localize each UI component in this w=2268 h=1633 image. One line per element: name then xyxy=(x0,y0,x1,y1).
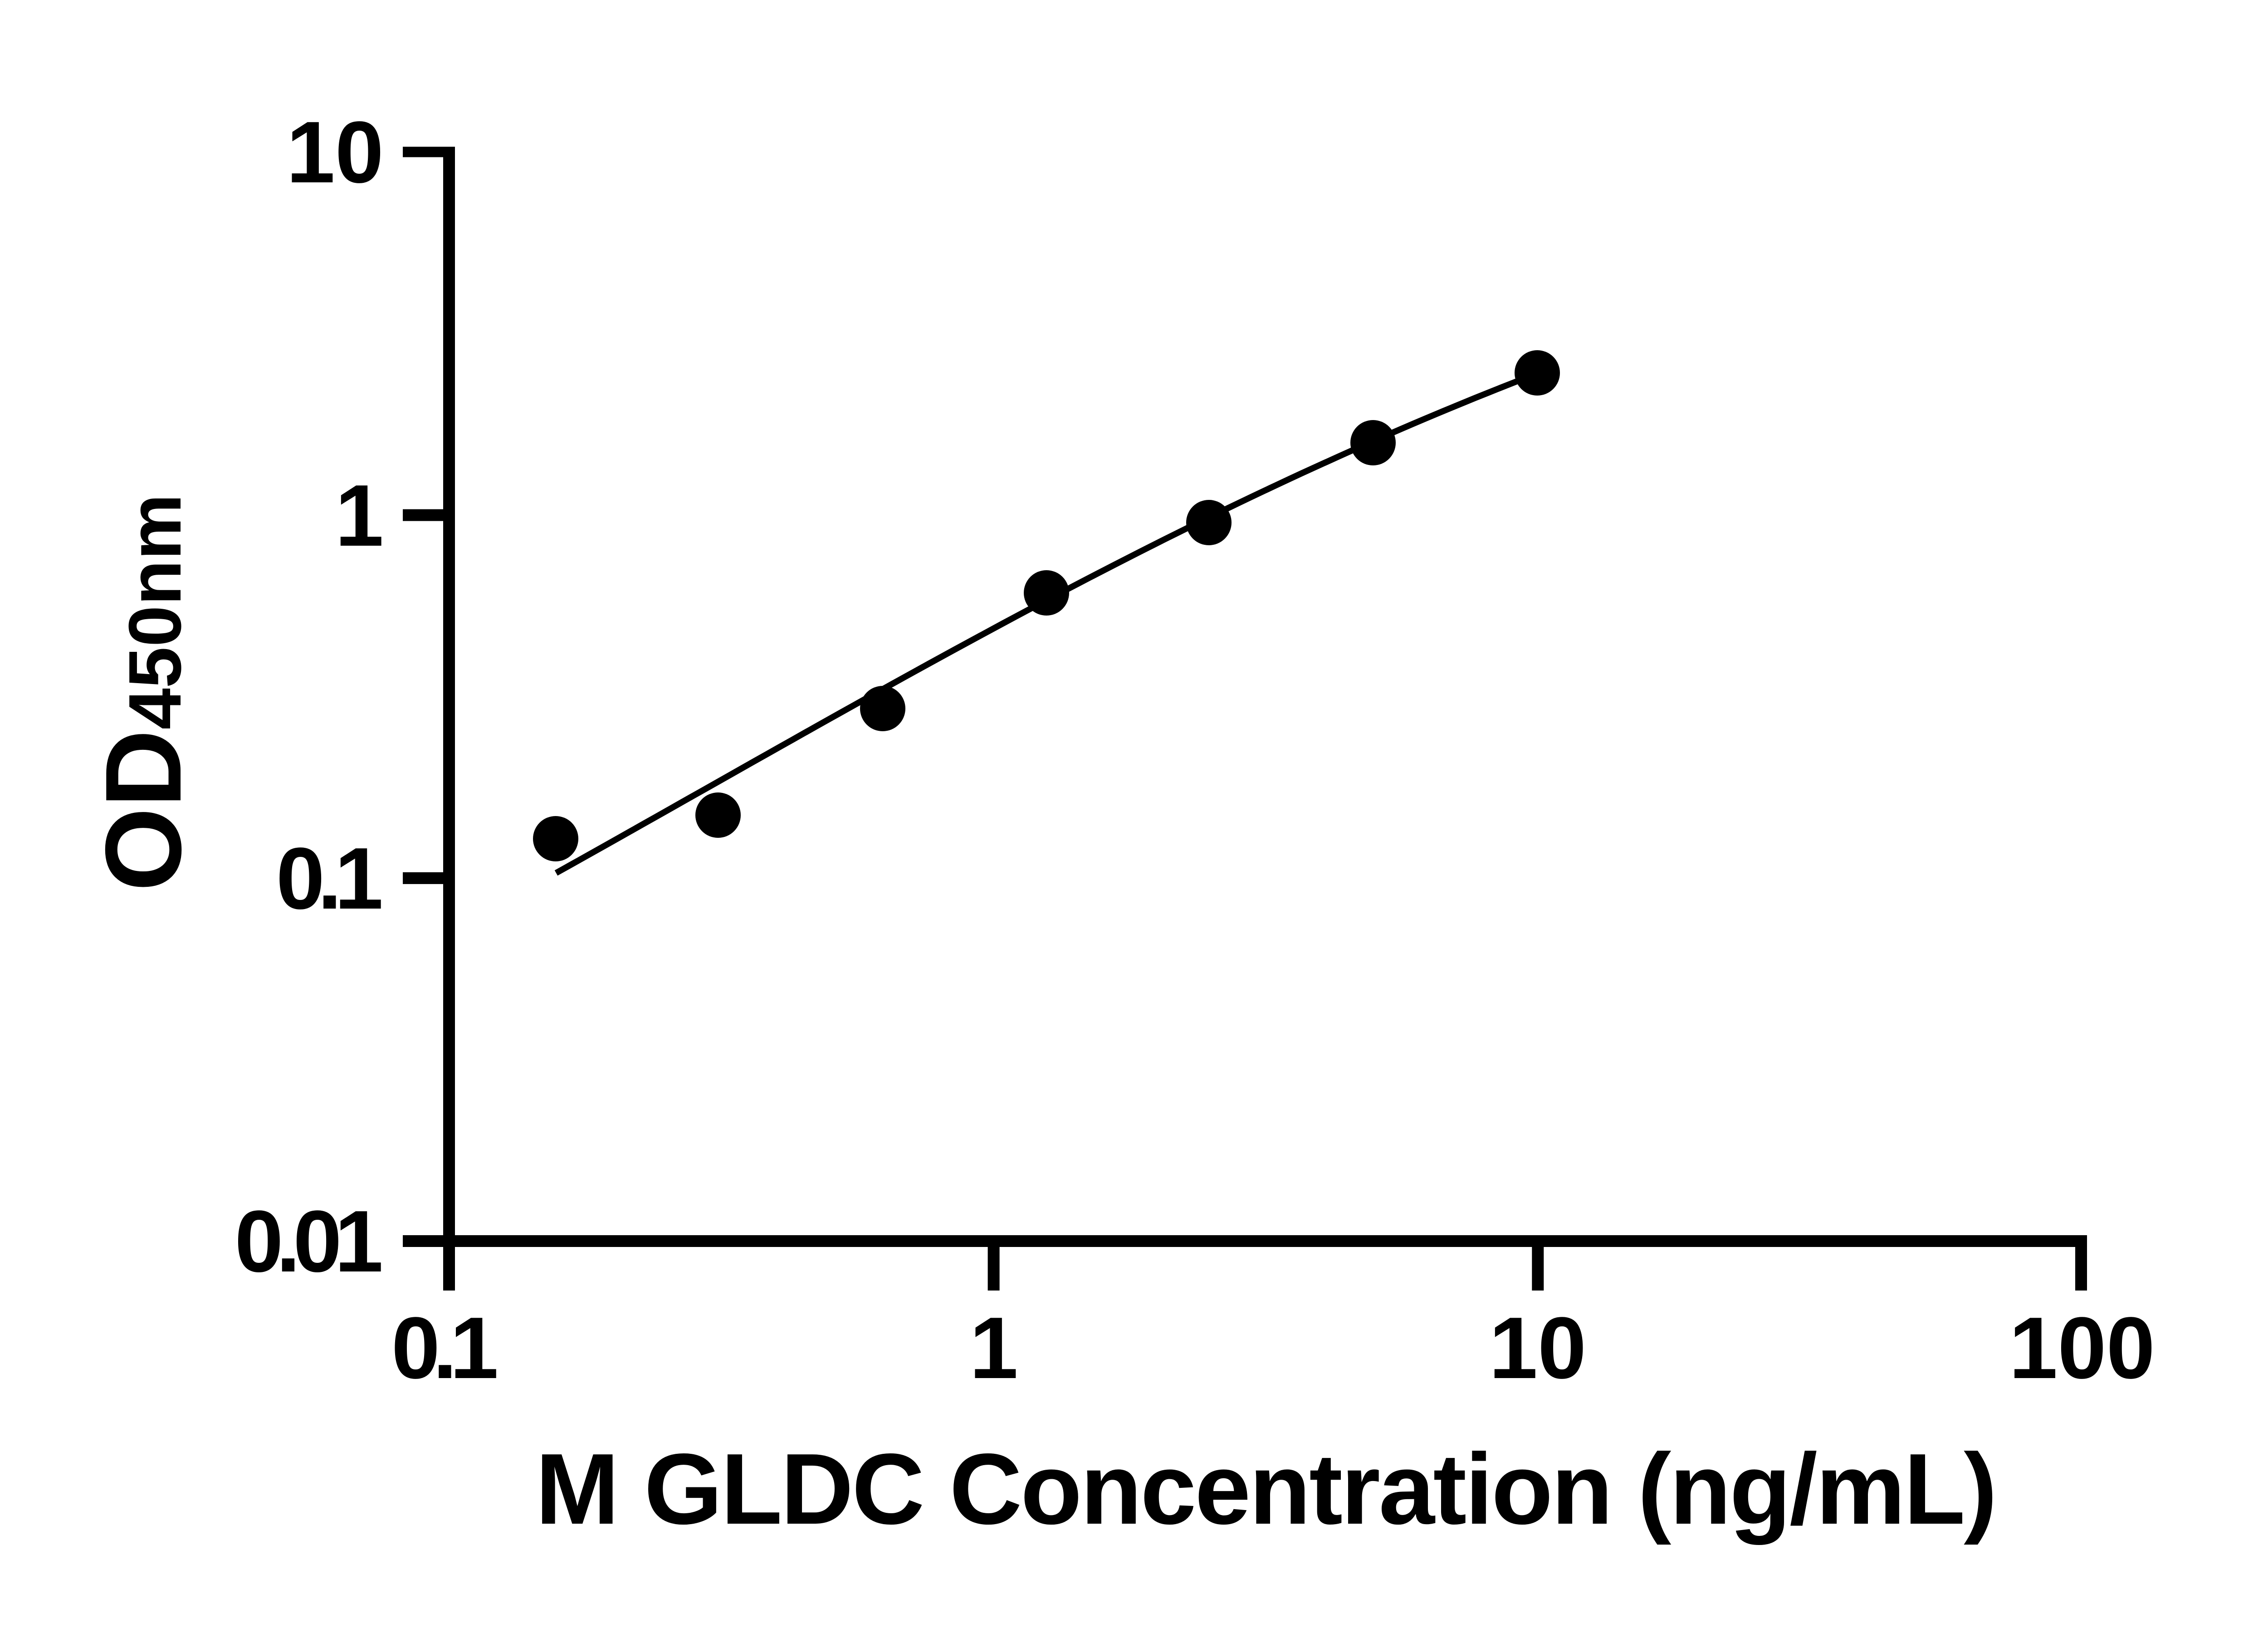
svg-text:0.1: 0.1 xyxy=(276,829,381,927)
svg-text:0.01: 0.01 xyxy=(235,1192,381,1290)
svg-text:1: 1 xyxy=(335,466,384,564)
svg-text:10: 10 xyxy=(1489,1299,1587,1397)
svg-text:1: 1 xyxy=(969,1299,1018,1397)
svg-text:0.1: 0.1 xyxy=(391,1299,496,1397)
svg-text:100: 100 xyxy=(2009,1299,2155,1397)
svg-text:M GLDC Concentration (ng/mL): M GLDC Concentration (ng/mL) xyxy=(535,1433,1995,1545)
svg-text:10: 10 xyxy=(286,103,384,201)
